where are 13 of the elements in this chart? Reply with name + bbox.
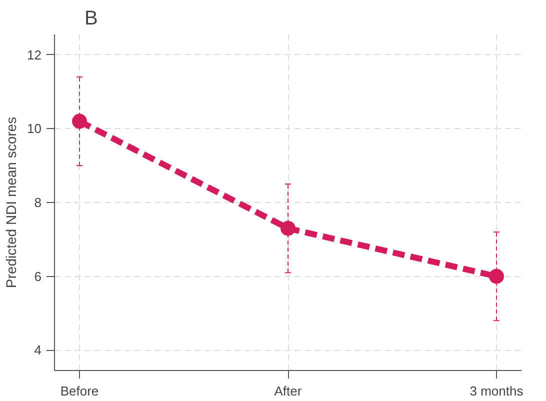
point [72,114,88,129]
y-tick-label: 4 [34,342,42,358]
x-tick-label: After [274,384,302,398]
x-tick-label: 3 months [470,384,524,398]
chart-title: B [84,8,98,30]
y-tick-label: 12 [27,47,42,62]
point [280,220,296,236]
x-tick-label: Before [60,384,99,398]
y-tick-label: 8 [34,195,42,210]
y-axis-title: Predicted NDI mean scores [3,116,20,288]
point [488,268,504,284]
y-tick-label: 10 [27,121,42,136]
y-tick-label: 6 [34,268,42,284]
